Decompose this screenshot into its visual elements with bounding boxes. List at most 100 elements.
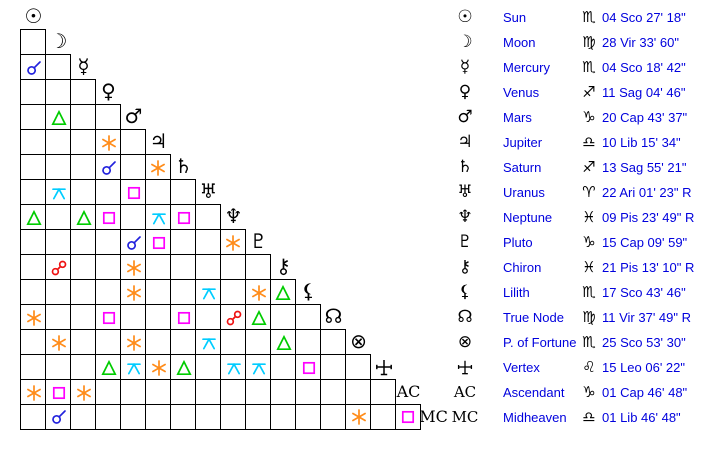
aspect-cell-saturn-mars [120, 154, 146, 180]
aspect-cell-pluto-mercury [70, 229, 96, 255]
vertex-icon [457, 360, 473, 375]
aspect-cell-fortune-mercury [70, 329, 96, 355]
aspect-square-icon [102, 211, 115, 224]
aspect-trine-icon [175, 359, 192, 375]
zodiac-sign-glyph: ♐ [582, 158, 596, 176]
aspect-sextile-icon [126, 334, 141, 351]
table-row-fortune: ⊗ P. of Fortune ♏ 25 Sco 53' 30" [450, 330, 705, 355]
planet-glyph-midheaven: MC [451, 408, 479, 426]
planet-position: 11 Vir 37' 49" R [602, 310, 692, 325]
planet-position: 20 Cap 43' 37" [602, 110, 688, 125]
planet-glyph-true-node: ☊ [457, 307, 473, 327]
aspect-opposition-icon [226, 310, 241, 325]
aspect-cell-midheaven-venus [95, 404, 121, 430]
aspect-cell-ascendant-fortune [345, 379, 371, 405]
zodiac-sign-glyph: ♓ [582, 208, 596, 226]
zodiac-sign-glyph: ♍ [582, 308, 596, 326]
planet-glyph-ascendant: AC [453, 383, 477, 401]
planet-glyph-fortune: ⊗ [457, 332, 473, 352]
aspect-sextile-icon [26, 384, 41, 401]
aspect-quincunx-icon [251, 362, 266, 374]
planet-glyph-jupiter: ♃ [457, 132, 473, 152]
aspect-cell-lilith-neptune [220, 279, 246, 305]
aspect-cell-true-node-uranus [195, 304, 221, 330]
aspect-cell-lilith-mars [120, 279, 146, 305]
aspect-cell-midheaven-moon [45, 404, 71, 430]
table-row-saturn: ♄ Saturn ♐ 13 Sag 55' 21" [450, 155, 705, 180]
aspect-cell-vertex-moon [45, 354, 71, 380]
planet-glyph-venus: ♀ [458, 82, 472, 102]
aspect-cell-fortune-moon [45, 329, 71, 355]
table-row-chiron: ⚷ Chiron ♓ 21 Pis 13' 10" R [450, 255, 705, 280]
aspect-quincunx-icon [201, 287, 216, 299]
aspect-square-icon [302, 361, 315, 374]
zodiac-sign-glyph: ♎ [582, 133, 596, 151]
planet-name: Midheaven [503, 410, 567, 425]
aspect-conjunction-icon [126, 235, 141, 250]
planet-name: Uranus [503, 185, 545, 200]
aspect-cell-vertex-jupiter [145, 354, 171, 380]
aspect-cell-vertex-chiron [270, 354, 296, 380]
aspect-cell-chiron-mercury [70, 254, 96, 280]
planet-name: Neptune [503, 210, 553, 225]
aspect-cell-midheaven-fortune [345, 404, 371, 430]
aspect-sextile-icon [126, 284, 141, 301]
aspect-cell-fortune-uranus [195, 329, 221, 355]
aspect-cell-neptune-uranus [195, 204, 221, 230]
aspect-cell-fortune-mars [120, 329, 146, 355]
planet-name: Venus [503, 85, 540, 100]
aspect-cell-ascendant-venus [95, 379, 121, 405]
planet-name: P. of Fortune [503, 335, 577, 350]
planet-position: 21 Pis 13' 10" R [602, 260, 695, 275]
aspect-cell-ascendant-mars [120, 379, 146, 405]
aspect-cell-fortune-chiron [270, 329, 296, 355]
aspect-cell-lilith-sun [20, 279, 46, 305]
planet-position: 09 Pis 23' 49" R [602, 210, 695, 225]
aspect-sextile-icon [101, 134, 116, 151]
aspect-cell-uranus-sun [20, 179, 46, 205]
zodiac-sign-glyph: ♐ [582, 83, 596, 101]
aspect-cell-fortune-lilith [295, 329, 321, 355]
aspect-cell-saturn-moon [45, 154, 71, 180]
planet-glyph-pluto: ♇ [457, 232, 473, 252]
aspect-cell-true-node-moon [45, 304, 71, 330]
table-row-vertex: Vertex ♌ 15 Leo 06' 22" [450, 355, 705, 380]
aspect-square-icon [177, 311, 190, 324]
aspect-cell-midheaven-vertex [370, 404, 396, 430]
aspect-sextile-icon [351, 409, 366, 425]
aspect-cell-uranus-venus [95, 179, 121, 205]
planet-glyph-chiron: ⚷ [458, 257, 472, 277]
aspect-trine-icon [50, 109, 67, 125]
aspect-cell-neptune-venus [95, 204, 121, 230]
aspect-square-icon [52, 386, 65, 399]
aspect-trine-icon [75, 209, 92, 225]
aspect-cell-pluto-uranus [195, 229, 221, 255]
aspect-cell-uranus-saturn [170, 179, 196, 205]
aspect-sextile-icon [251, 284, 266, 301]
aspect-cell-lilith-moon [45, 279, 71, 305]
aspect-cell-midheaven-sun [20, 404, 46, 430]
aspect-cell-ascendant-vertex [370, 379, 396, 405]
aspect-trine-icon [25, 209, 42, 225]
planet-position: 04 Sco 27' 18" [602, 10, 686, 25]
aspect-cell-neptune-jupiter [145, 204, 171, 230]
aspect-trine-icon [275, 284, 291, 300]
grid-glyph-lilith: ⚸ [301, 279, 316, 303]
grid-glyph-moon: ☽ [49, 29, 68, 53]
table-row-lilith: ⚸ Lilith ♏ 17 Sco 43' 46" [450, 280, 705, 305]
grid-glyph-neptune: ♆ [224, 204, 243, 228]
aspect-cell-vertex-venus [95, 354, 121, 380]
aspect-cell-chiron-pluto [245, 254, 271, 280]
planet-name: Jupiter [503, 135, 543, 150]
grid-glyph-fortune: ⊗ [350, 329, 367, 353]
aspect-cell-ascendant-true-node [320, 379, 346, 405]
aspect-cell-vertex-sun [20, 354, 46, 380]
aspect-cell-uranus-jupiter [145, 179, 171, 205]
planet-position: 01 Lib 46' 48" [602, 410, 681, 425]
grid-glyph-mercury: ☿ [77, 54, 90, 78]
planet-position: 15 Cap 09' 59" [602, 235, 688, 250]
aspect-cell-midheaven-chiron [270, 404, 296, 430]
grid-glyph-midheaven: MC [419, 407, 448, 426]
table-row-moon: ☽ Moon ♍ 28 Vir 33' 60" [450, 30, 705, 55]
aspect-cell-midheaven-mercury [70, 404, 96, 430]
